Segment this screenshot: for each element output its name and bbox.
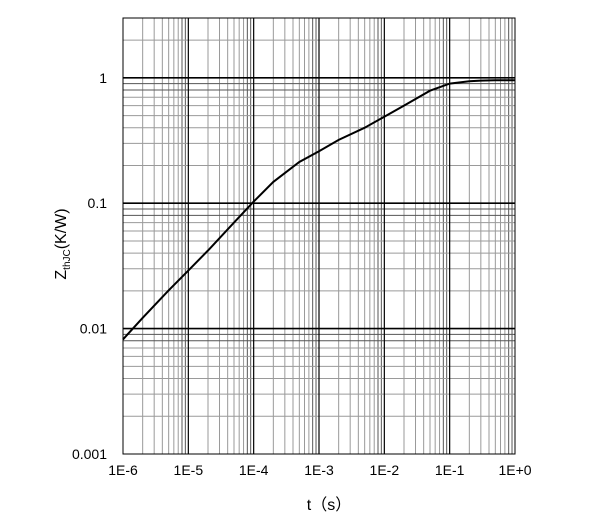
y-tick-label: 0.001 <box>72 446 107 462</box>
major-grid <box>123 18 515 454</box>
y-axis-title-main: Z <box>53 270 70 280</box>
y-axis-title-subscript: thJC <box>62 249 73 270</box>
y-tick-labels: 0.001 0.01 0.1 1 <box>72 70 107 462</box>
y-tick-label: 0.01 <box>80 321 107 337</box>
y-axis-title: ZthJC(K/W) <box>53 208 73 279</box>
x-tick-label: 1E-1 <box>435 462 465 478</box>
y-tick-label: 0.1 <box>88 195 108 211</box>
series-line-zthjc <box>122 79 515 341</box>
y-tick-label: 1 <box>99 70 107 86</box>
x-tick-label: 1E-5 <box>174 462 204 478</box>
x-tick-label: 1E-2 <box>370 462 400 478</box>
x-axis-title: t（s） <box>307 496 351 514</box>
x-tick-label: 1E-3 <box>304 462 334 478</box>
x-tick-label: 1E+0 <box>498 462 531 478</box>
x-tick-label: 1E-6 <box>108 462 138 478</box>
x-tick-label: 1E-4 <box>239 462 269 478</box>
plot-area <box>122 17 516 455</box>
x-tick-labels: 1E-6 1E-5 1E-4 1E-3 1E-2 1E-1 1E+0 <box>108 462 532 478</box>
y-axis-title-suffix: (K/W) <box>53 208 70 249</box>
